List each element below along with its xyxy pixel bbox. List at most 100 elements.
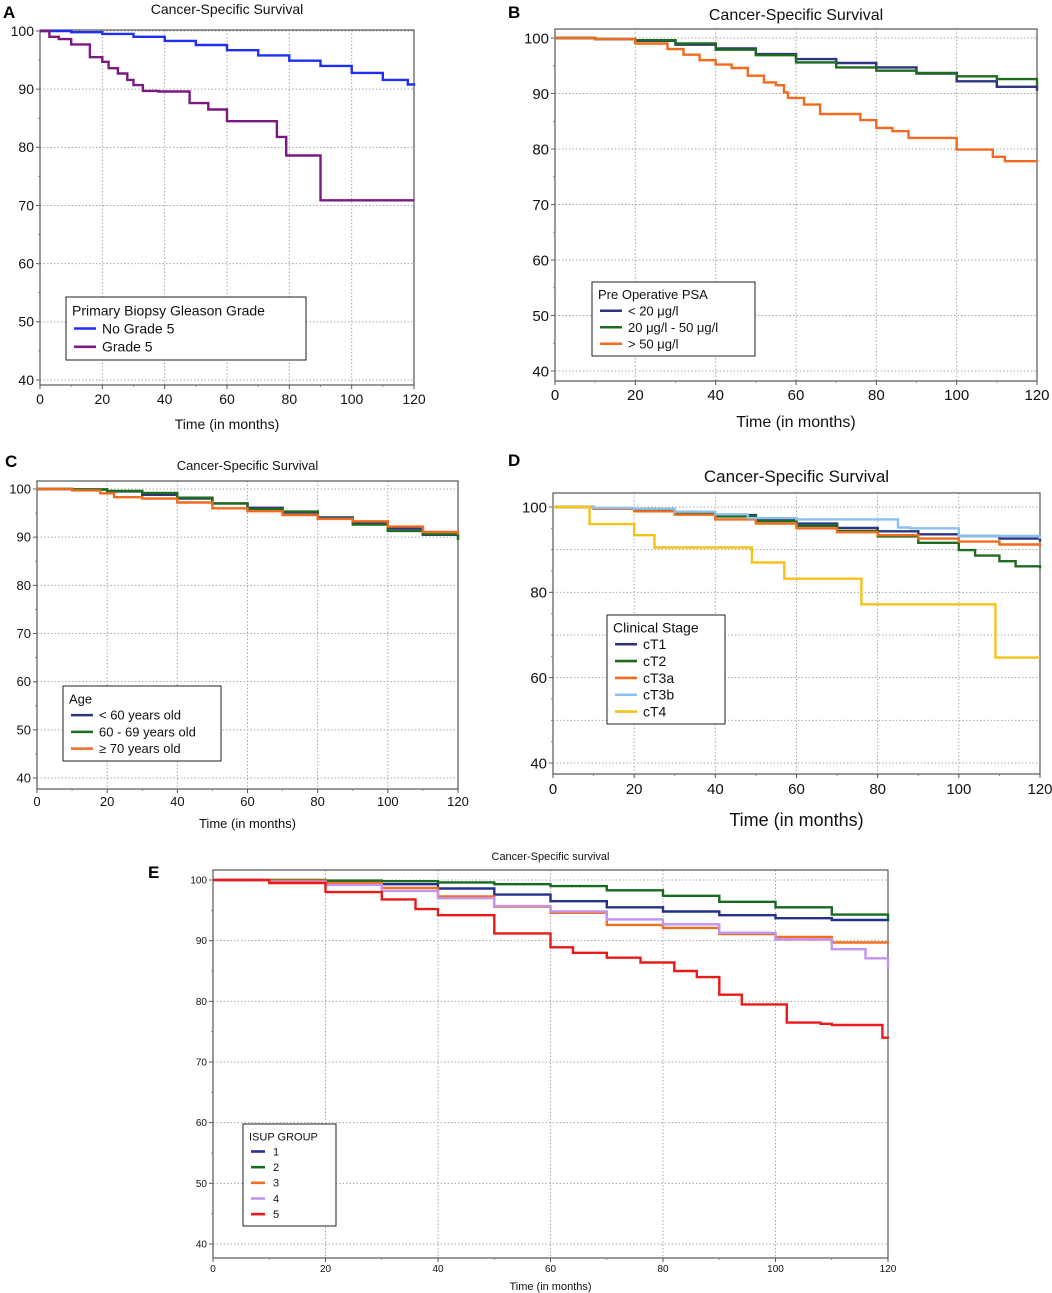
y-tick-label: 90 [17, 530, 31, 545]
x-tick-label: 40 [707, 387, 724, 404]
x-axis-title-d: Time (in months) [729, 810, 863, 830]
series-line-a-2 [40, 29, 414, 202]
curves-d [553, 505, 1042, 659]
curves-e [213, 878, 890, 1039]
legend-title: Pre Operative PSA [598, 287, 708, 302]
legend-label: cT1 [643, 636, 667, 652]
legend-box [242, 1123, 337, 1227]
series-line-e-2 [213, 878, 890, 921]
panel-letter-b: B [508, 3, 520, 22]
y-tick-label: 50 [17, 722, 31, 737]
legend-label: 1 [273, 1146, 279, 1158]
y-tick-label: 80 [196, 997, 208, 1008]
chart-title-c: Cancer-Specific Survival [177, 458, 319, 473]
y-tick-label: 40 [196, 1240, 208, 1251]
y-tick-label: 60 [18, 256, 34, 272]
series-line-d-3 [553, 505, 1042, 547]
series-line-e-4 [213, 878, 890, 969]
legend-label: < 20 μg/l [628, 303, 679, 318]
y-tick-label: 60 [196, 1118, 208, 1129]
y-tick-label: 80 [17, 578, 31, 593]
x-tick-label: 0 [36, 391, 44, 407]
legend-label: 5 [273, 1209, 279, 1221]
legend-label: Grade 5 [102, 339, 153, 355]
y-tick-label: 70 [196, 1058, 208, 1069]
x-tick-label: 20 [627, 387, 644, 404]
x-tick-label: 100 [377, 794, 399, 809]
series-line-c-2 [37, 487, 460, 541]
legend-label: cT2 [643, 653, 667, 669]
x-tick-label: 0 [210, 1264, 216, 1275]
curves-c [37, 487, 460, 541]
x-tick-label: 100 [946, 781, 971, 798]
y-tick-label: 70 [17, 626, 31, 641]
y-tick-label: 80 [530, 585, 547, 602]
curves-a [40, 29, 416, 202]
x-tick-label: 60 [545, 1264, 557, 1275]
legend-label: 3 [273, 1178, 279, 1190]
x-tick-label: 60 [788, 387, 805, 404]
panel-letter-d: D [508, 451, 520, 470]
panel-a-chart: A Cancer-Specific Survival 40 50 60 70 80 90 100… [3, 1, 426, 432]
x-tick-label: 80 [868, 387, 885, 404]
y-tick-label: 80 [18, 139, 34, 155]
y-tick-label: 50 [532, 308, 549, 325]
legend-e: ISUP GROUP 1 2 3 4 5 [242, 1123, 337, 1227]
panel-letter-c: C [5, 452, 17, 471]
legend-label: < 60 years old [99, 708, 181, 723]
y-tick-label: 50 [18, 314, 34, 330]
y-tick-label: 100 [522, 499, 547, 516]
y-tick-label: 70 [18, 197, 34, 213]
legend-title: ISUP GROUP [249, 1132, 318, 1144]
x-tick-label: 20 [100, 794, 114, 809]
chart-title-b: Cancer-Specific Survival [709, 7, 883, 24]
series-line-d-4 [553, 505, 1042, 539]
panel-letter-e: E [148, 863, 159, 882]
x-tick-label: 0 [33, 794, 40, 809]
x-tick-label: 40 [170, 794, 184, 809]
y-tick-label: 60 [532, 252, 549, 269]
gridlines-b [555, 29, 1037, 381]
legend-label: 2 [273, 1162, 279, 1174]
x-axis-title-a: Time (in months) [175, 416, 280, 432]
series-line-d-2 [553, 505, 1042, 569]
y-tick-label: 90 [532, 86, 549, 103]
x-tick-label: 100 [767, 1264, 784, 1275]
legend-box [65, 296, 307, 361]
x-tick-label: 20 [626, 781, 643, 798]
y-tick-label: 40 [18, 372, 34, 388]
x-axis-title-e: Time (in months) [509, 1281, 591, 1293]
x-tick-label: 100 [944, 387, 969, 404]
x-tick-label: 0 [551, 387, 559, 404]
panel-letter-a: A [3, 3, 15, 22]
x-tick-label: 120 [447, 794, 469, 809]
legend-label: 60 - 69 years old [99, 724, 196, 739]
y-tick-label: 60 [530, 670, 547, 687]
y-tick-label: 60 [17, 674, 31, 689]
legend-label: > 50 μg/l [628, 336, 679, 351]
y-tick-label: 100 [524, 30, 549, 47]
x-tick-label: 40 [432, 1264, 444, 1275]
curves-b [555, 36, 1039, 163]
x-tick-label: 60 [788, 781, 805, 798]
chart-title-e: Cancer-Specific survival [492, 851, 610, 863]
chart-title-d: Cancer-Specific Survival [704, 467, 889, 486]
x-tick-label: 20 [320, 1264, 332, 1275]
x-tick-label: 80 [869, 781, 886, 798]
x-tick-label: 120 [1024, 387, 1049, 404]
series-line-d-5 [553, 505, 1040, 659]
legend-label: cT3a [643, 670, 674, 686]
x-tick-label: 80 [657, 1264, 669, 1275]
y-tick-label: 100 [11, 23, 35, 39]
y-tick-label: 100 [9, 482, 31, 497]
legend-title: Primary Biopsy Gleason Grade [72, 303, 265, 319]
legend-label: cT3b [643, 687, 674, 703]
y-tick-label: 70 [532, 197, 549, 214]
y-tick-label: 90 [196, 936, 208, 947]
x-tick-label: 100 [340, 391, 364, 407]
